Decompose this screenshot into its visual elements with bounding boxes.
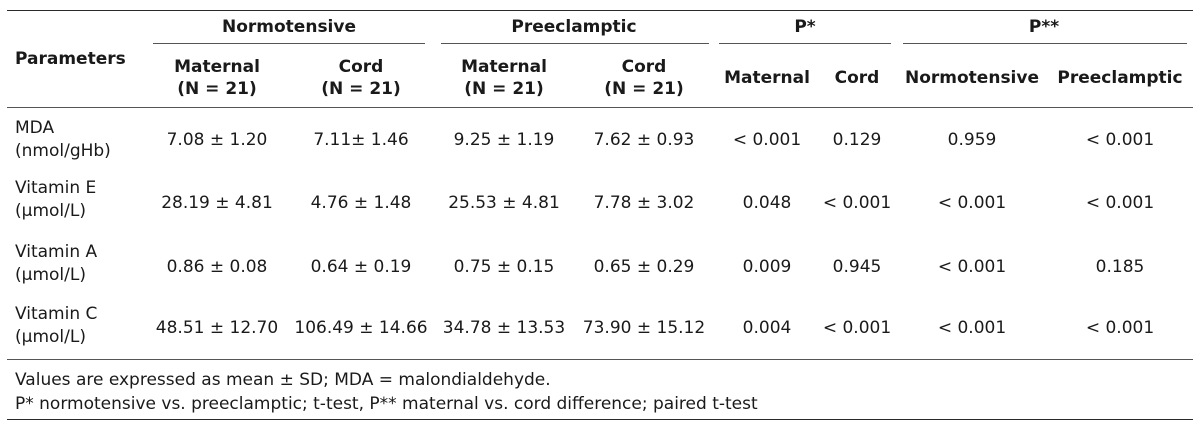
header-parameters: Parameters	[15, 49, 126, 69]
row-param: Vitamin C (μmol/L)	[15, 303, 97, 349]
cell: 0.86 ± 0.08	[166, 257, 268, 277]
cell: 7.62 ± 0.93	[593, 130, 695, 150]
footnote-1: Values are expressed as mean ± SD; MDA =…	[15, 370, 551, 390]
row-param: Vitamin E (μmol/L)	[15, 177, 96, 223]
footnote-2: P* normotensive vs. preeclamptic; t-test…	[15, 394, 758, 414]
table-top-rule	[7, 10, 1193, 11]
group-rule-normotensive	[153, 43, 425, 44]
row-param-name: Vitamin E	[15, 178, 97, 198]
table-bottom-rule	[7, 359, 1193, 360]
row-param-name: Vitamin A	[15, 242, 98, 262]
header-group-p-star: P*	[794, 17, 816, 37]
cell: 7.78 ± 3.02	[593, 193, 695, 213]
group-rule-preeclamptic	[441, 43, 709, 44]
subheader-col-2: Cord (N = 21)	[291, 56, 431, 100]
subheader-col-2-n: (N = 21)	[321, 79, 401, 99]
subheader-col-2-name: Cord	[338, 57, 384, 77]
subheader-col-6: Cord	[834, 68, 880, 88]
cell: 4.76 ± 1.48	[310, 193, 412, 213]
cell: < 0.001	[1085, 318, 1155, 338]
row-param-unit: (μmol/L)	[15, 265, 86, 285]
row-param-name: Vitamin C	[15, 304, 98, 324]
header-group-normotensive: Normotensive	[222, 17, 356, 37]
header-group-preeclamptic: Preeclamptic	[511, 17, 637, 37]
row-param-unit: (μmol/L)	[15, 327, 86, 347]
header-bottom-rule	[7, 107, 1193, 108]
cell: 0.185	[1095, 257, 1145, 277]
cell: 0.129	[832, 130, 882, 150]
cell: < 0.001	[822, 318, 892, 338]
cell: < 0.001	[732, 130, 802, 150]
cell: 0.75 ± 0.15	[453, 257, 555, 277]
row-param: MDA (nmol/gHb)	[15, 117, 111, 163]
row-param-unit: (μmol/L)	[15, 201, 86, 221]
cell: 73.90 ± 15.12	[582, 318, 706, 338]
subheader-col-3-n: (N = 21)	[464, 79, 544, 99]
cell: 28.19 ± 4.81	[161, 193, 273, 213]
cell: < 0.001	[1085, 130, 1155, 150]
subheader-col-4-name: Cord	[621, 57, 667, 77]
subheader-col-1-name: Maternal	[174, 57, 260, 77]
cell: 0.945	[832, 257, 882, 277]
subheader-col-1-n: (N = 21)	[177, 79, 257, 99]
cell: 0.959	[947, 130, 997, 150]
row-param-name: MDA	[15, 118, 55, 138]
cell: < 0.001	[937, 193, 1007, 213]
cell: < 0.001	[937, 318, 1007, 338]
cell: 25.53 ± 4.81	[448, 193, 560, 213]
group-rule-p-star	[719, 43, 891, 44]
cell: 0.65 ± 0.29	[593, 257, 695, 277]
cell: 9.25 ± 1.19	[453, 130, 555, 150]
subheader-col-1: Maternal (N = 21)	[147, 56, 287, 100]
row-param-unit: (nmol/gHb)	[15, 141, 111, 161]
cell: 0.009	[742, 257, 792, 277]
cell: < 0.001	[822, 193, 892, 213]
subheader-col-4-n: (N = 21)	[604, 79, 684, 99]
cell: < 0.001	[1085, 193, 1155, 213]
footnote-bottom-rule	[7, 419, 1193, 420]
subheader-col-4: Cord (N = 21)	[575, 56, 713, 100]
subheader-col-8: Preeclamptic	[1057, 68, 1183, 88]
cell: 7.11± 1.46	[313, 130, 409, 150]
subheader-col-5: Maternal	[724, 68, 810, 88]
subheader-col-7: Normotensive	[905, 68, 1039, 88]
cell: < 0.001	[937, 257, 1007, 277]
subheader-col-3: Maternal (N = 21)	[435, 56, 573, 100]
cell: 106.49 ± 14.66	[294, 318, 428, 338]
cell: 0.64 ± 0.19	[310, 257, 412, 277]
cell: 34.78 ± 13.53	[442, 318, 566, 338]
row-param: Vitamin A (μmol/L)	[15, 241, 97, 287]
header-group-p-double-star: P**	[1028, 17, 1060, 37]
group-rule-p-double-star	[903, 43, 1187, 44]
cell: 0.004	[742, 318, 792, 338]
cell: 48.51 ± 12.70	[155, 318, 279, 338]
subheader-col-3-name: Maternal	[461, 57, 547, 77]
cell: 0.048	[742, 193, 792, 213]
cell: 7.08 ± 1.20	[166, 130, 268, 150]
